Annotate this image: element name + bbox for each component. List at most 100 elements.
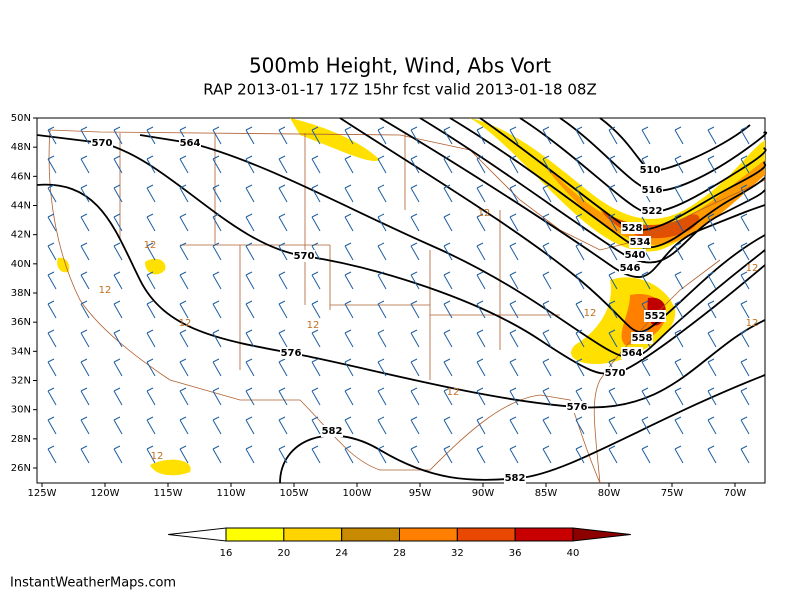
wind-barb	[146, 213, 156, 232]
wind-barb	[245, 184, 255, 203]
wind-barb	[146, 155, 156, 174]
wind-barb	[740, 445, 750, 464]
wind-barb	[608, 445, 618, 464]
wind-barb	[641, 126, 651, 145]
wind-barb	[509, 242, 519, 261]
wind-barb	[311, 416, 321, 435]
wind-barb	[476, 416, 486, 435]
vorticity-contour-label: 12	[151, 451, 164, 462]
wind-barb	[542, 329, 552, 348]
wind-barb	[542, 155, 552, 174]
contour-label-bg	[604, 367, 626, 379]
wind-barb	[212, 358, 222, 377]
vorticity-contour-label: 12	[447, 387, 460, 398]
wind-barb	[80, 416, 90, 435]
wind-barb	[47, 387, 57, 406]
colorbar-label: 20	[277, 548, 290, 559]
wind-barb	[377, 387, 387, 406]
wind-barb	[674, 271, 684, 290]
wind-barb	[377, 445, 387, 464]
wind-barb	[377, 213, 387, 232]
wind-barb	[608, 416, 618, 435]
wind-barb	[509, 329, 519, 348]
wind-barb	[179, 387, 189, 406]
wind-barb	[113, 445, 123, 464]
wind-barb	[509, 358, 519, 377]
wind-barb	[47, 445, 57, 464]
wind-barb	[707, 387, 717, 406]
wind-barb	[344, 271, 354, 290]
labels: 50N 48N 46N 44N 42N 40N 38N 36N 34N 32N 30N 28N 26N 1…	[11, 113, 759, 559]
height-contour-label: 576	[567, 402, 588, 413]
contour-label-bg	[91, 137, 113, 149]
wind-barb	[212, 329, 222, 348]
contour-label-bg	[629, 236, 651, 248]
wind-barb	[212, 126, 222, 145]
wind-barb	[278, 271, 288, 290]
wind-barb	[608, 155, 618, 174]
wind-barb	[278, 445, 288, 464]
wind-barb	[179, 358, 189, 377]
wind-barb	[80, 329, 90, 348]
wind-barb	[707, 329, 717, 348]
wind-barb	[740, 184, 750, 203]
wind-barb	[674, 445, 684, 464]
wind-barb	[443, 387, 453, 406]
wind-barb	[278, 387, 288, 406]
wind-barb	[212, 155, 222, 174]
lat-label: 36N	[11, 317, 31, 328]
wind-barb	[113, 213, 123, 232]
wind-barb	[146, 445, 156, 464]
wind-barb	[740, 213, 750, 232]
wind-barb	[80, 300, 90, 319]
wind-barb	[344, 416, 354, 435]
colorbar-segment	[283, 527, 343, 542]
height-contour-label: 522	[642, 206, 663, 217]
wind-barb	[47, 329, 57, 348]
wind-barb	[344, 300, 354, 319]
wind-barb	[509, 126, 519, 145]
wind-barb	[311, 271, 321, 290]
wind-barb	[377, 358, 387, 377]
contour-label-bg	[621, 347, 643, 359]
wind-barb	[443, 271, 453, 290]
colorbar-label: 36	[509, 548, 522, 559]
wind-barb	[740, 300, 750, 319]
wind-barb	[575, 184, 585, 203]
height-contour-label: 564	[622, 348, 643, 359]
wind-barb	[80, 387, 90, 406]
height-contour-label: 576	[281, 348, 302, 359]
wind-barb	[707, 416, 717, 435]
wind-barb	[179, 213, 189, 232]
lat-label: 50N	[11, 113, 31, 124]
wind-barb	[674, 329, 684, 348]
wind-barb	[410, 126, 420, 145]
vorticity-contour-label: 12	[746, 263, 759, 274]
wind-barb	[245, 445, 255, 464]
height-contour-label: 582	[505, 473, 526, 484]
wind-barb	[344, 213, 354, 232]
wind-barb	[443, 184, 453, 203]
wind-barb	[278, 184, 288, 203]
wind-barb	[47, 155, 57, 174]
wind-barb	[608, 213, 618, 232]
wind-barb	[278, 358, 288, 377]
wind-barb	[179, 155, 189, 174]
wind-barb	[278, 329, 288, 348]
wind-barb	[179, 416, 189, 435]
wind-barb	[674, 387, 684, 406]
colorbar-segment	[514, 527, 574, 542]
colorbar-label: 32	[451, 548, 464, 559]
lon-label: 90W	[472, 488, 495, 499]
wind-barb	[575, 271, 585, 290]
contour-label-bg	[639, 164, 661, 176]
wind-barb	[344, 445, 354, 464]
wind-barb	[443, 329, 453, 348]
wind-barb	[707, 126, 717, 145]
wind-barb	[740, 358, 750, 377]
wind-barb	[740, 387, 750, 406]
vorticity-contour-label: 12	[478, 208, 491, 219]
wind-barb	[113, 271, 123, 290]
wind-barb	[542, 213, 552, 232]
wind-barb	[113, 184, 123, 203]
